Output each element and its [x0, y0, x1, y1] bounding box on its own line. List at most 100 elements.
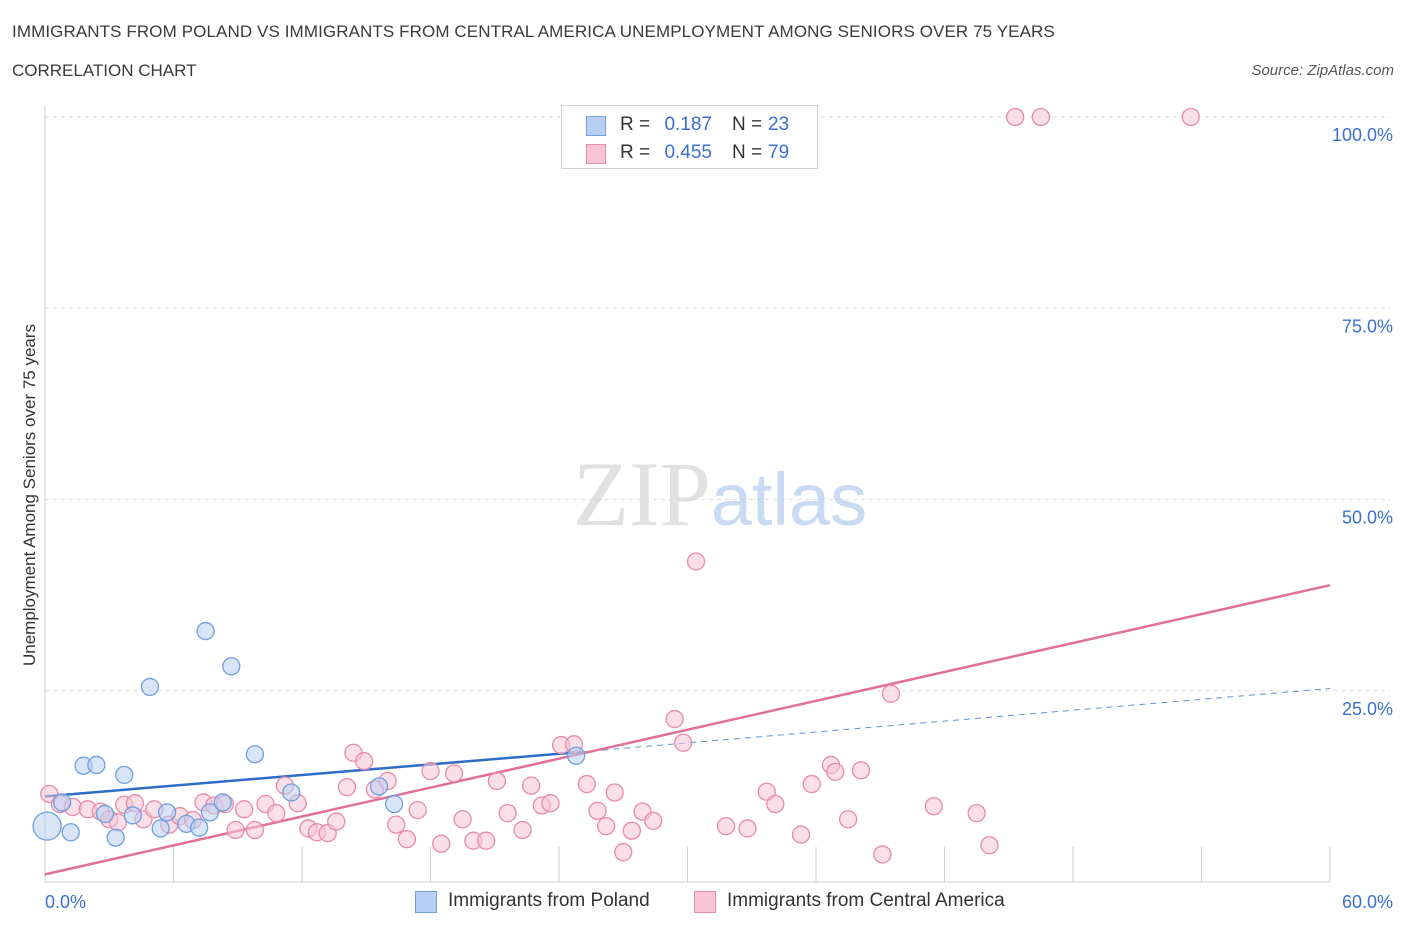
point-series-1 — [881, 684, 901, 703]
point-series-1 — [354, 751, 374, 771]
point-series-1 — [716, 817, 736, 836]
point-series-0 — [87, 755, 106, 775]
point-series-0 — [384, 794, 404, 814]
y-tick-label-3: 100.0% — [1332, 125, 1393, 145]
point-series-1 — [432, 834, 451, 853]
point-series-0 — [123, 806, 142, 825]
y-tick-label-2: 75.0% — [1342, 316, 1393, 336]
point-series-0 — [190, 818, 209, 837]
point-series-1 — [686, 552, 706, 571]
point-series-0 — [369, 777, 389, 796]
point-series-1 — [967, 804, 986, 823]
point-series-1 — [738, 819, 757, 838]
point-series-1 — [235, 800, 254, 819]
point-series-0 — [140, 677, 160, 697]
point-series-1 — [397, 830, 417, 849]
legend-n-label: N = — [732, 142, 763, 163]
point-series-0 — [61, 823, 80, 842]
point-series-1 — [851, 761, 871, 780]
point-series-1 — [522, 776, 541, 795]
legend-swatch-central-america — [586, 144, 606, 164]
legend-r-value: 0.455 — [664, 142, 712, 163]
point-series-1 — [665, 709, 684, 729]
point-series-0 — [106, 828, 125, 847]
point-series-0 — [151, 819, 170, 838]
chart-subtitle: CORRELATION CHART — [12, 61, 197, 80]
point-series-1 — [588, 801, 607, 821]
point-series-1 — [267, 804, 286, 823]
point-series-1 — [408, 800, 427, 820]
stats-legend: R = 0.187 N = 23 R = 0.455 N = 79 — [561, 105, 818, 169]
point-series-0 — [115, 765, 134, 785]
point-series-1 — [622, 821, 641, 840]
point-series-1 — [605, 783, 624, 802]
point-series-0 — [213, 793, 232, 812]
gridlines — [45, 116, 1390, 692]
tick-labels: 25.0% 50.0% 75.0% 100.0% 0.0% 60.0% — [45, 125, 1393, 912]
legend-r-label: R = — [620, 114, 651, 135]
point-series-1 — [791, 825, 811, 844]
point-series-1 — [826, 762, 845, 781]
watermark-zip: ZIP — [573, 443, 711, 545]
point-series-1 — [873, 845, 892, 864]
point-series-1 — [444, 764, 464, 783]
point-series-0 — [200, 803, 220, 822]
point-series-1 — [766, 794, 785, 814]
point-series-0 — [95, 804, 115, 824]
point-series-1 — [644, 811, 663, 830]
point-series-1 — [477, 831, 496, 850]
point-series-0 — [32, 811, 62, 841]
legend-n-value: 79 — [768, 142, 790, 163]
point-series-1 — [387, 815, 406, 834]
y-axis-label: Unemployment Among Seniors over 75 years — [20, 324, 39, 666]
point-series-1 — [541, 794, 560, 813]
x-tick-label-1: 60.0% — [1342, 892, 1393, 912]
point-series-0 — [245, 745, 265, 764]
bottom-legend-swatch-central-america — [694, 891, 716, 913]
bottom-legend-label-poland: Immigrants from Poland — [448, 890, 650, 911]
point-series-0 — [222, 657, 241, 676]
point-series-1 — [1031, 107, 1051, 127]
point-series-1 — [596, 817, 616, 836]
point-series-1 — [924, 797, 943, 816]
data-points — [32, 107, 1200, 864]
point-series-1 — [337, 777, 357, 797]
point-series-0 — [52, 793, 72, 812]
point-series-0 — [157, 803, 177, 822]
point-series-1 — [614, 843, 633, 862]
y-tick-label-1: 50.0% — [1342, 508, 1393, 528]
point-series-1 — [513, 820, 532, 840]
point-series-1 — [421, 761, 440, 781]
point-series-1 — [487, 771, 507, 791]
legend-n-value: 23 — [768, 114, 790, 135]
trend-line-extension-series-0 — [580, 687, 1331, 753]
bottom-legend-swatch-poland — [415, 891, 437, 913]
point-series-1 — [802, 774, 821, 794]
legend-swatch-poland — [586, 116, 606, 136]
legend-r-value: 0.187 — [664, 114, 712, 135]
point-series-1 — [327, 812, 346, 831]
trend-line-series-0 — [44, 750, 581, 798]
chart-title: IMMIGRANTS FROM POLAND VS IMMIGRANTS FRO… — [12, 22, 1055, 41]
point-series-1 — [498, 804, 517, 823]
legend-n-label: N = — [732, 114, 763, 135]
legend-r-label: R = — [620, 142, 651, 163]
watermark: ZIPatlas — [573, 443, 867, 545]
axes — [44, 105, 1331, 883]
point-series-1 — [577, 774, 596, 794]
point-series-0 — [566, 746, 586, 765]
point-series-0 — [196, 621, 215, 641]
point-series-0 — [282, 783, 301, 802]
point-series-1 — [226, 820, 245, 840]
point-series-1 — [1181, 107, 1200, 127]
y-tick-label-0: 25.0% — [1342, 699, 1393, 719]
watermark-atlas: atlas — [711, 458, 867, 541]
point-series-1 — [453, 810, 472, 829]
point-series-1 — [980, 836, 999, 855]
point-series-1 — [674, 733, 693, 752]
point-series-1 — [1006, 107, 1025, 127]
point-series-1 — [838, 810, 858, 829]
x-tick-label-0: 0.0% — [45, 892, 86, 912]
point-series-1 — [245, 820, 265, 840]
